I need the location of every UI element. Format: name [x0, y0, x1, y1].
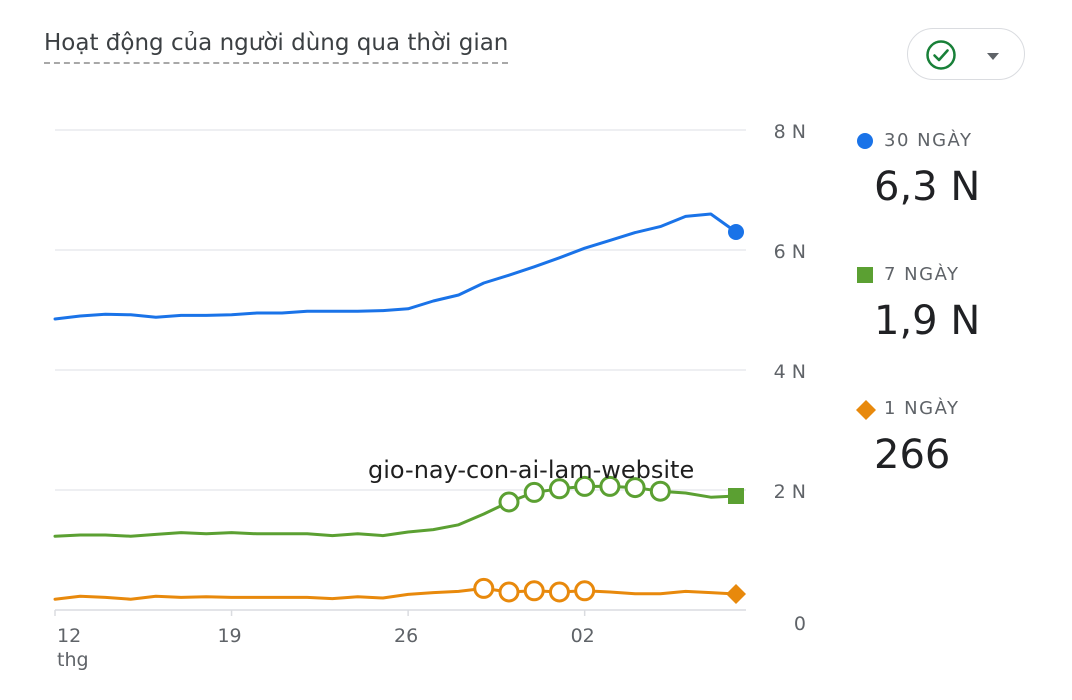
- series-end-point: [728, 224, 744, 240]
- anomaly-marker: [498, 491, 520, 513]
- series-end-point: [726, 584, 746, 605]
- legend-marker-circle: [857, 133, 873, 149]
- line-chart: 0 2 N 4 N 6 N 8 N 12 19 26 02 thg: [53, 121, 806, 671]
- legend-marker-diamond: [856, 400, 876, 420]
- x-tick-label: 19: [217, 625, 241, 647]
- anomaly-marker: [624, 477, 646, 499]
- series-end-point: [728, 488, 744, 504]
- legend-value: 266: [874, 432, 951, 478]
- x-tick-label: 26: [394, 625, 418, 647]
- legend-label: 30 NGÀY: [884, 130, 973, 151]
- x-tick-label: 02: [571, 625, 595, 647]
- card-title[interactable]: Hoạt động của người dùng qua thời gian: [44, 30, 509, 64]
- y-tick-label: 2 N: [774, 481, 806, 503]
- anomaly-marker: [523, 481, 545, 503]
- anomaly-marker: [574, 475, 596, 497]
- check-circle-icon: [925, 39, 957, 76]
- y-tick-label: 8 N: [774, 121, 806, 143]
- legend-value: 6,3 N: [874, 164, 981, 210]
- legend-marker-square: [857, 267, 873, 283]
- series-line-2: [53, 484, 738, 538]
- legend-label: 7 NGÀY: [884, 264, 960, 285]
- x-tick-sublabel: thg: [57, 649, 89, 671]
- y-tick-label: 6 N: [774, 241, 806, 263]
- anomaly-marker: [548, 478, 570, 500]
- x-tick-label: 12: [57, 625, 81, 647]
- anomaly-marker: [473, 577, 495, 599]
- anomaly-marker: [498, 581, 520, 603]
- watermark-text: gio-nay-con-ai-lam-website: [368, 456, 695, 484]
- anomaly-marker: [649, 480, 671, 502]
- anomaly-marker: [599, 475, 621, 497]
- series-line-3: [53, 586, 738, 601]
- y-tick-label: 0: [794, 613, 806, 635]
- series-line-1: [53, 212, 738, 321]
- legend-value: 1,9 N: [874, 298, 981, 344]
- y-tick-label: 4 N: [774, 361, 806, 383]
- filter-dropdown-button[interactable]: [907, 28, 1025, 80]
- legend-label: 1 NGÀY: [884, 398, 960, 419]
- anomaly-marker: [548, 581, 570, 603]
- caret-down-icon: [986, 49, 1000, 67]
- anomaly-marker: [574, 580, 596, 602]
- anomaly-marker: [523, 580, 545, 602]
